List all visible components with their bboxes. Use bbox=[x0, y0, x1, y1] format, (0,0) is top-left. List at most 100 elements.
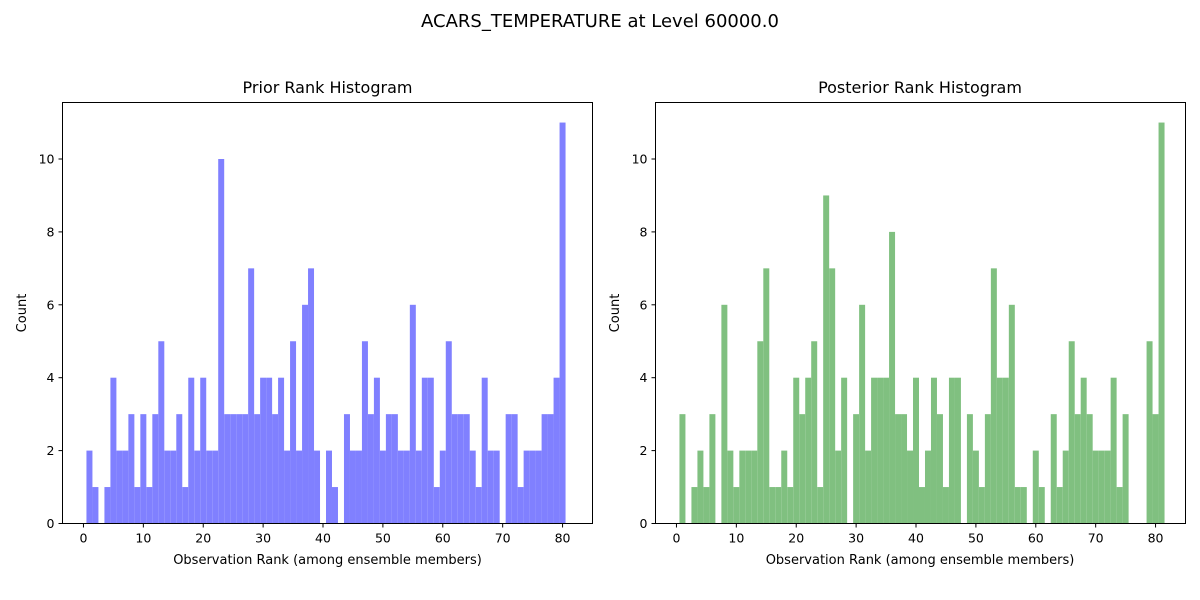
posterior-bar-rank-39 bbox=[907, 450, 914, 524]
posterior-bar-rank-72 bbox=[1104, 450, 1111, 524]
posterior-x-tick-label: 60 bbox=[1028, 531, 1044, 546]
prior-bar-rank-36 bbox=[296, 450, 303, 524]
posterior-bar-rank-41 bbox=[919, 487, 925, 524]
prior-bar-rank-68 bbox=[487, 450, 494, 524]
posterior-y-tick-label: 8 bbox=[640, 224, 648, 239]
posterior-bar-rank-10 bbox=[733, 487, 740, 524]
prior-x-tick-label: 0 bbox=[79, 531, 87, 546]
posterior-bar-rank-63 bbox=[1050, 414, 1057, 524]
prior-axis-ticks: 0 10 20 30 40 50 60 70 80 0 2 4 6 8 10 bbox=[39, 151, 571, 545]
posterior-chart-title: Posterior Rank Histogram bbox=[818, 78, 1022, 97]
posterior-histogram-panel: Posterior Rank Histogram 0 10 20 30 40 50 60 70… bbox=[608, 78, 1186, 568]
posterior-bar-rank-22 bbox=[805, 377, 812, 524]
prior-axes-frame bbox=[62, 102, 593, 524]
prior-bar-rank-80 bbox=[559, 122, 566, 524]
prior-y-tick-label: 4 bbox=[47, 370, 55, 385]
posterior-bar-rank-56 bbox=[1008, 304, 1015, 524]
posterior-bar-rank-69 bbox=[1086, 414, 1093, 524]
prior-x-tick-label: 30 bbox=[255, 531, 271, 546]
prior-bar-rank-45 bbox=[349, 450, 356, 524]
posterior-bar-rank-34 bbox=[877, 377, 884, 524]
posterior-bar-rank-57 bbox=[1014, 487, 1021, 524]
prior-bar-rank-16 bbox=[176, 414, 183, 524]
prior-bar-rank-66 bbox=[475, 487, 482, 524]
posterior-x-tick-label: 50 bbox=[968, 531, 984, 546]
prior-bar-rank-33 bbox=[278, 377, 285, 524]
posterior-bar-rank-42 bbox=[924, 450, 931, 524]
posterior-bar-rank-45 bbox=[942, 487, 949, 524]
posterior-y-tick-label: 2 bbox=[640, 443, 648, 458]
prior-bar-rank-71 bbox=[505, 414, 512, 524]
posterior-axes-frame bbox=[655, 102, 1186, 524]
posterior-x-tick-label: 10 bbox=[728, 531, 744, 546]
posterior-bar-rank-37 bbox=[895, 414, 902, 524]
prior-bar-rank-69 bbox=[493, 450, 500, 524]
prior-bar-rank-74 bbox=[523, 450, 530, 524]
prior-bar-rank-24 bbox=[224, 414, 231, 524]
posterior-bar-rank-11 bbox=[739, 450, 746, 524]
posterior-bar-rank-33 bbox=[871, 377, 878, 524]
prior-bar-rank-61 bbox=[445, 341, 452, 524]
posterior-bar-rank-8 bbox=[721, 304, 728, 524]
prior-bar-rank-4 bbox=[104, 487, 111, 524]
posterior-bar-rank-61 bbox=[1038, 487, 1045, 524]
prior-bar-rank-56 bbox=[415, 450, 422, 524]
prior-bar-rank-72 bbox=[511, 414, 518, 524]
posterior-bar-rank-30 bbox=[853, 414, 860, 524]
prior-bar-rank-21 bbox=[206, 450, 213, 524]
prior-bar-rank-18 bbox=[188, 377, 195, 524]
posterior-bar-rank-52 bbox=[984, 414, 991, 524]
posterior-bar-rank-53 bbox=[990, 268, 997, 524]
prior-bar-rank-53 bbox=[397, 450, 404, 524]
posterior-y-axis-label: Count bbox=[608, 294, 623, 333]
prior-bar-rank-41 bbox=[326, 450, 332, 524]
prior-x-tick-label: 70 bbox=[495, 531, 511, 546]
posterior-bar-rank-65 bbox=[1062, 450, 1069, 524]
posterior-x-tick-label: 20 bbox=[788, 531, 804, 546]
prior-bar-rank-32 bbox=[272, 414, 279, 524]
prior-bar-rank-28 bbox=[248, 268, 255, 524]
prior-bar-rank-10 bbox=[140, 414, 147, 524]
posterior-bar-rank-43 bbox=[930, 377, 937, 524]
posterior-bar-rank-32 bbox=[865, 450, 872, 524]
prior-bar-rank-17 bbox=[182, 487, 189, 524]
prior-bar-rank-38 bbox=[308, 268, 315, 524]
posterior-bar-rank-49 bbox=[966, 414, 973, 524]
prior-bar-rank-46 bbox=[355, 450, 362, 524]
prior-bar-rank-59 bbox=[433, 487, 440, 524]
prior-bar-rank-19 bbox=[194, 450, 201, 524]
posterior-bar-rank-5 bbox=[703, 487, 710, 524]
prior-bar-rank-63 bbox=[457, 414, 464, 524]
prior-bar-rank-30 bbox=[260, 377, 267, 524]
prior-y-tick-label: 0 bbox=[47, 516, 55, 531]
prior-bar-rank-8 bbox=[128, 414, 135, 524]
posterior-bar-rank-79 bbox=[1146, 341, 1153, 524]
prior-bar-rank-44 bbox=[343, 414, 350, 524]
posterior-y-tick-label: 0 bbox=[640, 516, 648, 531]
prior-x-tick-label: 60 bbox=[435, 531, 451, 546]
prior-bar-rank-75 bbox=[529, 450, 536, 524]
posterior-x-tick-label: 0 bbox=[672, 531, 680, 546]
posterior-bar-rank-27 bbox=[835, 450, 842, 524]
figure-title: ACARS_TEMPERATURE at Level 60000.0 bbox=[421, 11, 779, 32]
posterior-bar-rank-25 bbox=[823, 195, 830, 524]
posterior-bar-rank-74 bbox=[1116, 487, 1123, 524]
prior-y-tick-label: 2 bbox=[47, 443, 55, 458]
posterior-bar-rank-9 bbox=[727, 450, 734, 524]
prior-x-tick-label: 50 bbox=[375, 531, 391, 546]
posterior-bar-rank-23 bbox=[811, 341, 818, 524]
posterior-y-tick-label: 10 bbox=[632, 151, 648, 166]
prior-bar-rank-57 bbox=[421, 377, 428, 524]
prior-bar-rank-64 bbox=[463, 414, 470, 524]
posterior-bar-rank-14 bbox=[757, 341, 764, 524]
posterior-bar-rank-54 bbox=[996, 377, 1003, 524]
posterior-bar-rank-12 bbox=[745, 450, 752, 524]
prior-bar-rank-20 bbox=[200, 377, 207, 524]
prior-x-tick-label: 80 bbox=[555, 531, 571, 546]
prior-bar-rank-2 bbox=[92, 487, 99, 524]
prior-bar-rank-77 bbox=[541, 414, 548, 524]
posterior-bar-rank-21 bbox=[799, 414, 806, 524]
prior-bar-rank-54 bbox=[403, 450, 410, 524]
prior-x-tick-label: 10 bbox=[135, 531, 151, 546]
prior-bar-rank-1 bbox=[86, 450, 93, 524]
